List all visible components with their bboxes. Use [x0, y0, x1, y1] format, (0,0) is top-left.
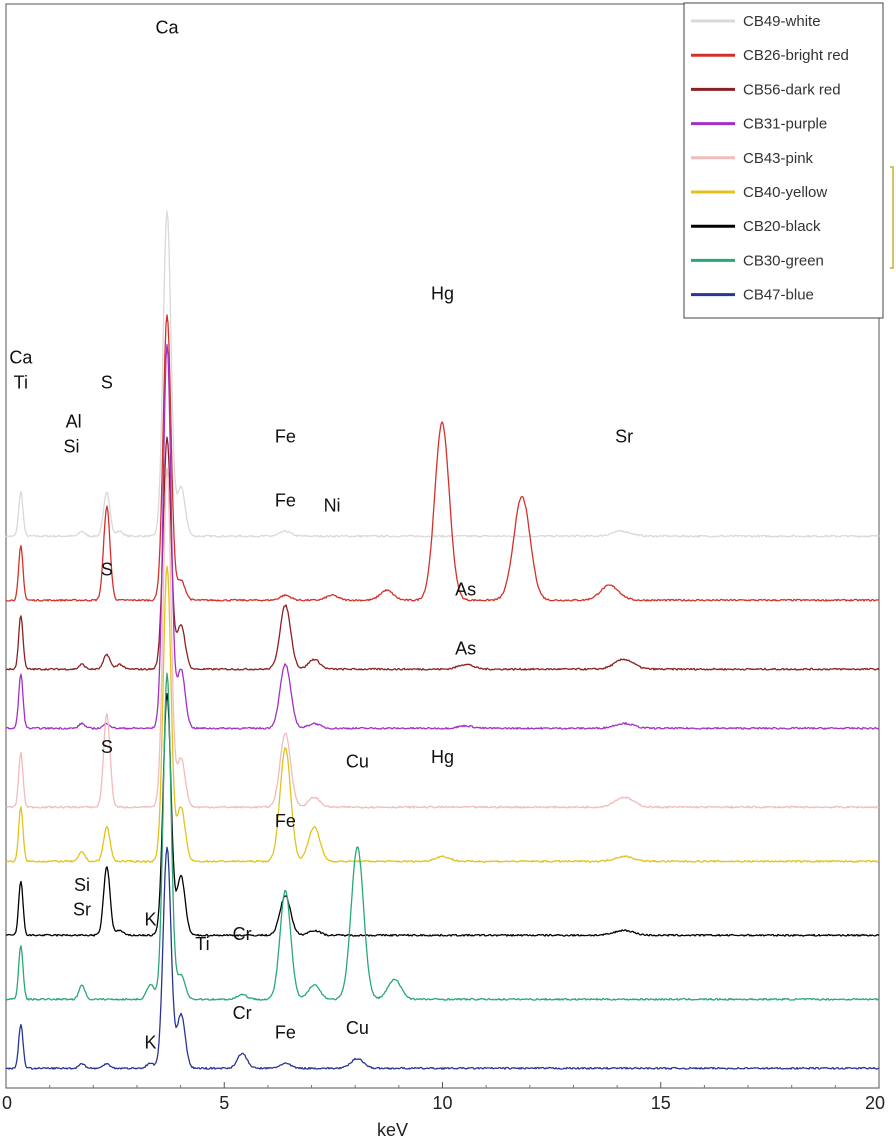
series-line-cb40-yellow [5, 565, 879, 863]
legend: CB49-white CB26-bright red CB56-dark red CB… [683, 2, 894, 319]
series-line-cb30-green [5, 672, 880, 1001]
legend-entry: CB40-yellow [743, 184, 827, 201]
peak-label: Cr [233, 924, 252, 944]
x-tick-label: 20 [865, 1093, 885, 1113]
peak-label: As [455, 579, 476, 599]
peak-label: As [455, 638, 476, 658]
x-axis-label: keV [377, 1120, 408, 1140]
peak-label: Hg [431, 284, 454, 304]
spectra-series [5, 210, 880, 1070]
series-line-cb47-blue [5, 846, 880, 1070]
x-axis: 0 5 10 15 20 [2, 1082, 885, 1113]
peak-label: Ti [14, 372, 28, 392]
x-tick-label: 5 [219, 1093, 229, 1113]
series-line-cb43-pink [5, 467, 880, 809]
series-line-cb26-bright-red [5, 314, 880, 602]
x-tick-label: 15 [651, 1093, 671, 1113]
peak-label: Ti [195, 934, 209, 954]
legend-entry: CB56-dark red [743, 81, 841, 98]
series-line-cb56-dark-red [5, 436, 880, 671]
peak-label: K [144, 1033, 156, 1053]
peak-label: Al [66, 412, 82, 432]
peak-label: Fe [275, 491, 296, 511]
peak-annotations: Ca Ca Ti S Al Si Hg Fe Sr Fe Ni S As As S Cu Hg Fe Si Sr K Ti… [9, 18, 633, 1053]
legend-box [683, 2, 884, 319]
legend-entry: CB43-pink [743, 150, 814, 167]
series-line-cb49-white [5, 210, 880, 538]
series-line-cb31-purple [5, 343, 880, 730]
legend-entry: CB47-blue [743, 287, 814, 304]
peak-label: Ca [156, 18, 180, 38]
x-tick-label: 10 [432, 1093, 452, 1113]
legend-entry: CB30-green [743, 252, 824, 269]
peak-label: Fe [275, 1023, 296, 1043]
peak-label: Si [63, 436, 79, 456]
peak-label: S [101, 737, 113, 757]
peak-label: K [144, 909, 156, 929]
peak-label: Cu [346, 1018, 369, 1038]
legend-entry: CB26-bright red [743, 47, 849, 64]
bracket-mark [890, 166, 894, 269]
peak-label: S [101, 560, 113, 580]
legend-entry: CB31-purple [743, 116, 827, 133]
peak-label: Cr [233, 1003, 252, 1023]
peak-label: Sr [615, 427, 633, 447]
peak-label: S [101, 372, 113, 392]
peak-label: Sr [73, 900, 91, 920]
legend-entry: CB49-white [743, 13, 821, 30]
peak-label: Hg [431, 747, 454, 767]
peak-label: Fe [275, 811, 296, 831]
x-tick-label: 0 [2, 1093, 12, 1113]
peak-label: Si [74, 875, 90, 895]
peak-label: Ca [9, 348, 33, 368]
legend-entry: CB20-black [743, 218, 821, 235]
series-line-cb20-black [5, 693, 880, 937]
peak-label: Fe [275, 427, 296, 447]
peak-label: Cu [346, 752, 369, 772]
peak-label: Ni [324, 496, 341, 516]
